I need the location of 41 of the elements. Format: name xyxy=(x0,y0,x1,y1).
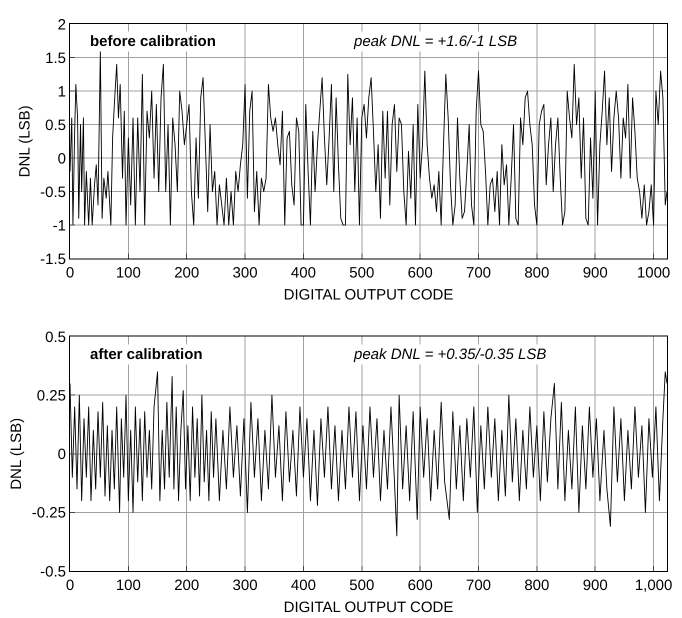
y-tick-label: -0.5 xyxy=(40,184,66,201)
x-tick-label: 700 xyxy=(466,264,492,282)
x-axis-title: DIGITAL OUTPUT CODE xyxy=(284,286,454,304)
y-tick-label: 1 xyxy=(58,83,66,100)
x-tick-label: 1000 xyxy=(636,264,670,282)
x-axis-title: DIGITAL OUTPUT CODE xyxy=(284,599,454,616)
x-tick-label: 800 xyxy=(524,264,550,282)
annotation: peak DNL = +1.6/-1 LSB xyxy=(353,33,518,50)
x-tick-label: 200 xyxy=(174,264,200,282)
x-tick-label: 500 xyxy=(349,264,374,282)
x-tick-label: 900 xyxy=(582,577,608,594)
x-tick-label: 500 xyxy=(349,577,374,594)
y-axis-title: DNL (LSB) xyxy=(8,418,26,490)
y-tick-label: 0.5 xyxy=(45,116,66,134)
y-tick-label: 0 xyxy=(58,150,66,168)
y-tick-label: -0.5 xyxy=(40,563,66,580)
x-tick-label: 900 xyxy=(582,264,608,282)
x-tick-label: 100 xyxy=(116,264,141,282)
y-tick-label: -1.5 xyxy=(40,250,66,268)
x-tick-label: 300 xyxy=(232,577,258,594)
x-tick-label: 700 xyxy=(466,577,492,594)
x-tick-label: 600 xyxy=(408,577,433,594)
y-tick-label: -1 xyxy=(52,217,66,234)
x-tick-label: 400 xyxy=(290,577,316,594)
x-tick-label: 1,000 xyxy=(634,577,672,594)
y-axis-title: DNL (LSB) xyxy=(16,105,34,178)
x-tick-label: 400 xyxy=(290,264,316,282)
text: before calibration xyxy=(90,33,216,50)
annotation: peak DNL = +0.35/-0.35 LSB xyxy=(353,346,546,363)
y-tick-label: 2 xyxy=(58,16,66,34)
x-tick-label: 100 xyxy=(116,577,141,594)
y-tick-label: 0.5 xyxy=(45,328,66,346)
x-tick-label: 200 xyxy=(174,577,200,594)
y-tick-label: 0 xyxy=(58,446,66,464)
x-tick-label: 600 xyxy=(408,264,433,282)
y-tick-label: -0.25 xyxy=(32,504,66,522)
y-tick-label: 0.25 xyxy=(36,387,66,404)
x-tick-label: 300 xyxy=(232,264,258,282)
text: after calibration xyxy=(90,346,203,363)
x-tick-label: 800 xyxy=(524,577,550,594)
y-tick-label: 1.5 xyxy=(45,50,66,67)
